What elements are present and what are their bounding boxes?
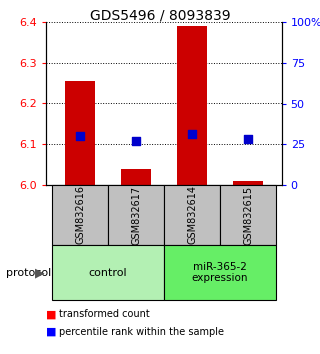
Bar: [177, 26, 207, 185]
Point: [133, 138, 139, 144]
Bar: [52, 245, 164, 300]
Bar: [164, 245, 276, 300]
Text: control: control: [89, 268, 127, 278]
Text: GSM832614: GSM832614: [187, 185, 197, 245]
Bar: [52, 185, 108, 245]
Text: ■: ■: [46, 327, 57, 337]
Bar: [65, 81, 95, 185]
Text: GSM832615: GSM832615: [243, 185, 253, 245]
Point: [245, 137, 251, 142]
Bar: [233, 181, 263, 185]
Text: GSM832617: GSM832617: [131, 185, 141, 245]
Text: protocol: protocol: [6, 268, 52, 278]
Text: GDS5496 / 8093839: GDS5496 / 8093839: [90, 9, 230, 23]
Text: transformed count: transformed count: [59, 309, 150, 319]
Point: [189, 132, 195, 137]
Text: GSM832616: GSM832616: [75, 185, 85, 245]
Bar: [164, 185, 220, 245]
Text: ▶: ▶: [35, 266, 45, 279]
Bar: [220, 185, 276, 245]
Bar: [121, 169, 151, 185]
Text: miR-365-2
expression: miR-365-2 expression: [192, 262, 248, 283]
Text: percentile rank within the sample: percentile rank within the sample: [59, 327, 224, 337]
Point: [77, 133, 83, 139]
Text: ■: ■: [46, 309, 57, 319]
Bar: [108, 185, 164, 245]
